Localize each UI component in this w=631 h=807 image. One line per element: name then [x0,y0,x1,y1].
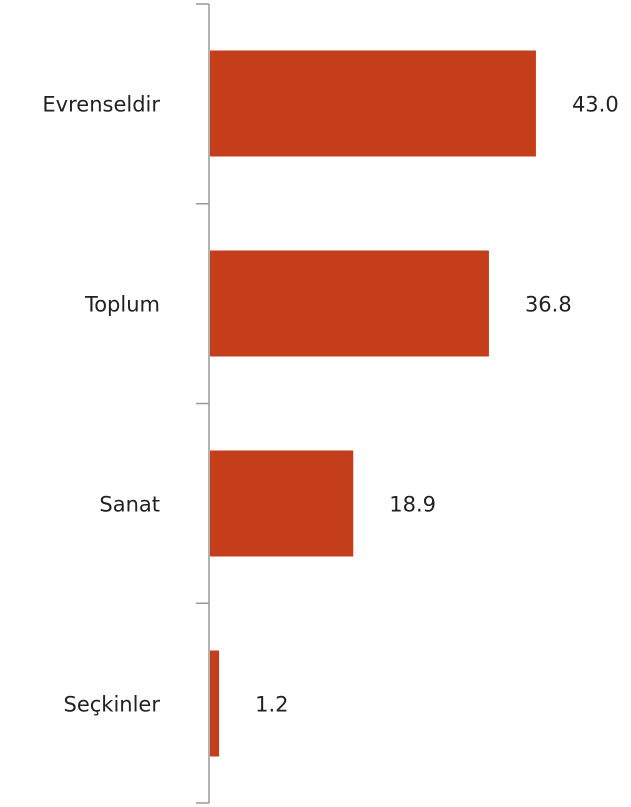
bar [210,50,536,157]
bar [210,650,220,757]
value-label: 36.8 [525,293,572,317]
y-tick-label: Seçkinler [64,693,161,717]
value-label: 1.2 [255,693,288,717]
y-tick-label: Toplum [84,293,160,317]
value-label: 18.9 [389,493,436,517]
bar [210,450,354,557]
y-tick-label: Sanat [99,493,160,517]
y-tick-label: Evrenseldir [42,93,160,117]
value-label: 43.0 [572,93,619,117]
bar [210,250,489,357]
